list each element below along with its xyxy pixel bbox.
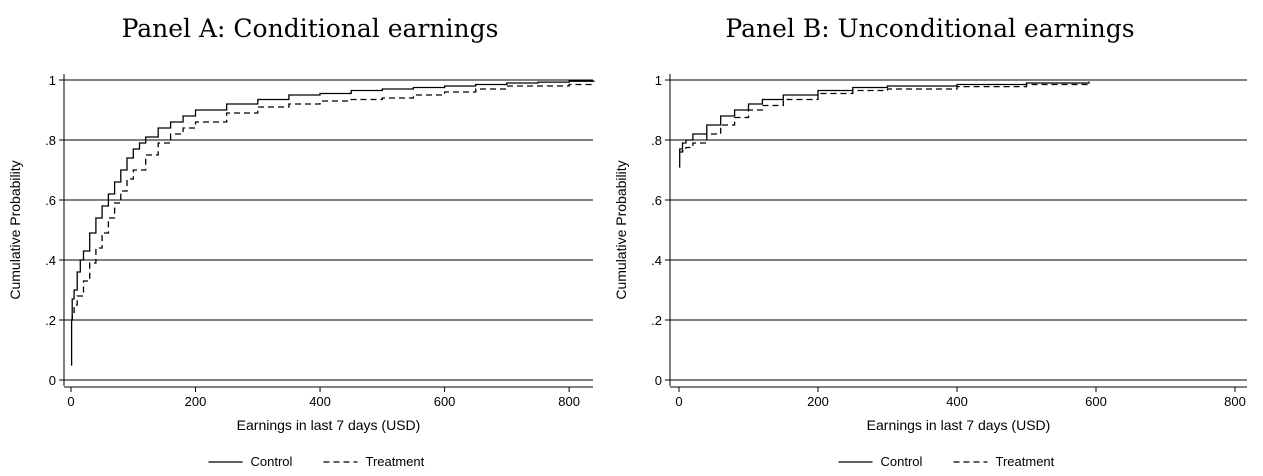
panel-b-legend-label-treatment: Treatment	[996, 454, 1055, 469]
panel-b-y-axis-title: Cumulative Probability	[613, 160, 629, 299]
panel-a-y-tick-label: .6	[45, 193, 56, 208]
panel-b-y-tick-label: .4	[651, 253, 662, 268]
panel-a-y-tick-label: .8	[45, 133, 56, 148]
panel-b-y-tick-label: .2	[651, 313, 662, 328]
panel-a-legend-label-control: Control	[251, 454, 293, 469]
panel-a-title: Panel A: Conditional earnings	[121, 14, 499, 43]
panel-b-x-tick-label: 600	[1085, 394, 1107, 409]
panel-b-x-tick-label: 200	[807, 394, 829, 409]
panel-a-x-tick-label: 200	[185, 394, 207, 409]
panel-a-y-tick-label: .4	[45, 253, 56, 268]
panel-b-x-tick-label: 800	[1224, 394, 1246, 409]
panel-a-series-control	[70, 80, 595, 366]
panel-a-y-tick-label: 0	[49, 373, 56, 388]
panel-a-series-treatment	[71, 83, 594, 321]
panel-b-legend-label-control: Control	[881, 454, 923, 469]
panel-b-x-tick-label: 0	[675, 394, 682, 409]
panel-a-y-tick-label: 1	[49, 73, 56, 88]
panel-a-y-tick-label: .2	[45, 313, 56, 328]
panel-b-title: Panel B: Unconditional earnings	[725, 14, 1135, 43]
panel-b-x-axis-title: Earnings in last 7 days (USD)	[867, 417, 1051, 433]
panel-a-x-tick-label: 400	[309, 394, 331, 409]
panel-b-y-tick-label: .6	[651, 193, 662, 208]
panel-b-x-tick-label: 400	[946, 394, 968, 409]
panel-b-y-tick-label: 0	[655, 373, 662, 388]
panel-b-y-tick-label: .8	[651, 133, 662, 148]
panel-a-x-tick-label: 0	[67, 394, 74, 409]
panel-a-legend-label-treatment: Treatment	[366, 454, 425, 469]
panel-a-x-axis-title: Earnings in last 7 days (USD)	[237, 417, 421, 433]
panel-b-y-tick-label: 1	[655, 73, 662, 88]
panel-b-series-treatment	[679, 83, 1090, 153]
panel-a-x-tick-label: 800	[558, 394, 580, 409]
panel-b-series-control	[679, 81, 1090, 168]
panel-a-x-tick-label: 600	[434, 394, 456, 409]
panel-a-y-axis-title: Cumulative Probability	[7, 160, 23, 299]
